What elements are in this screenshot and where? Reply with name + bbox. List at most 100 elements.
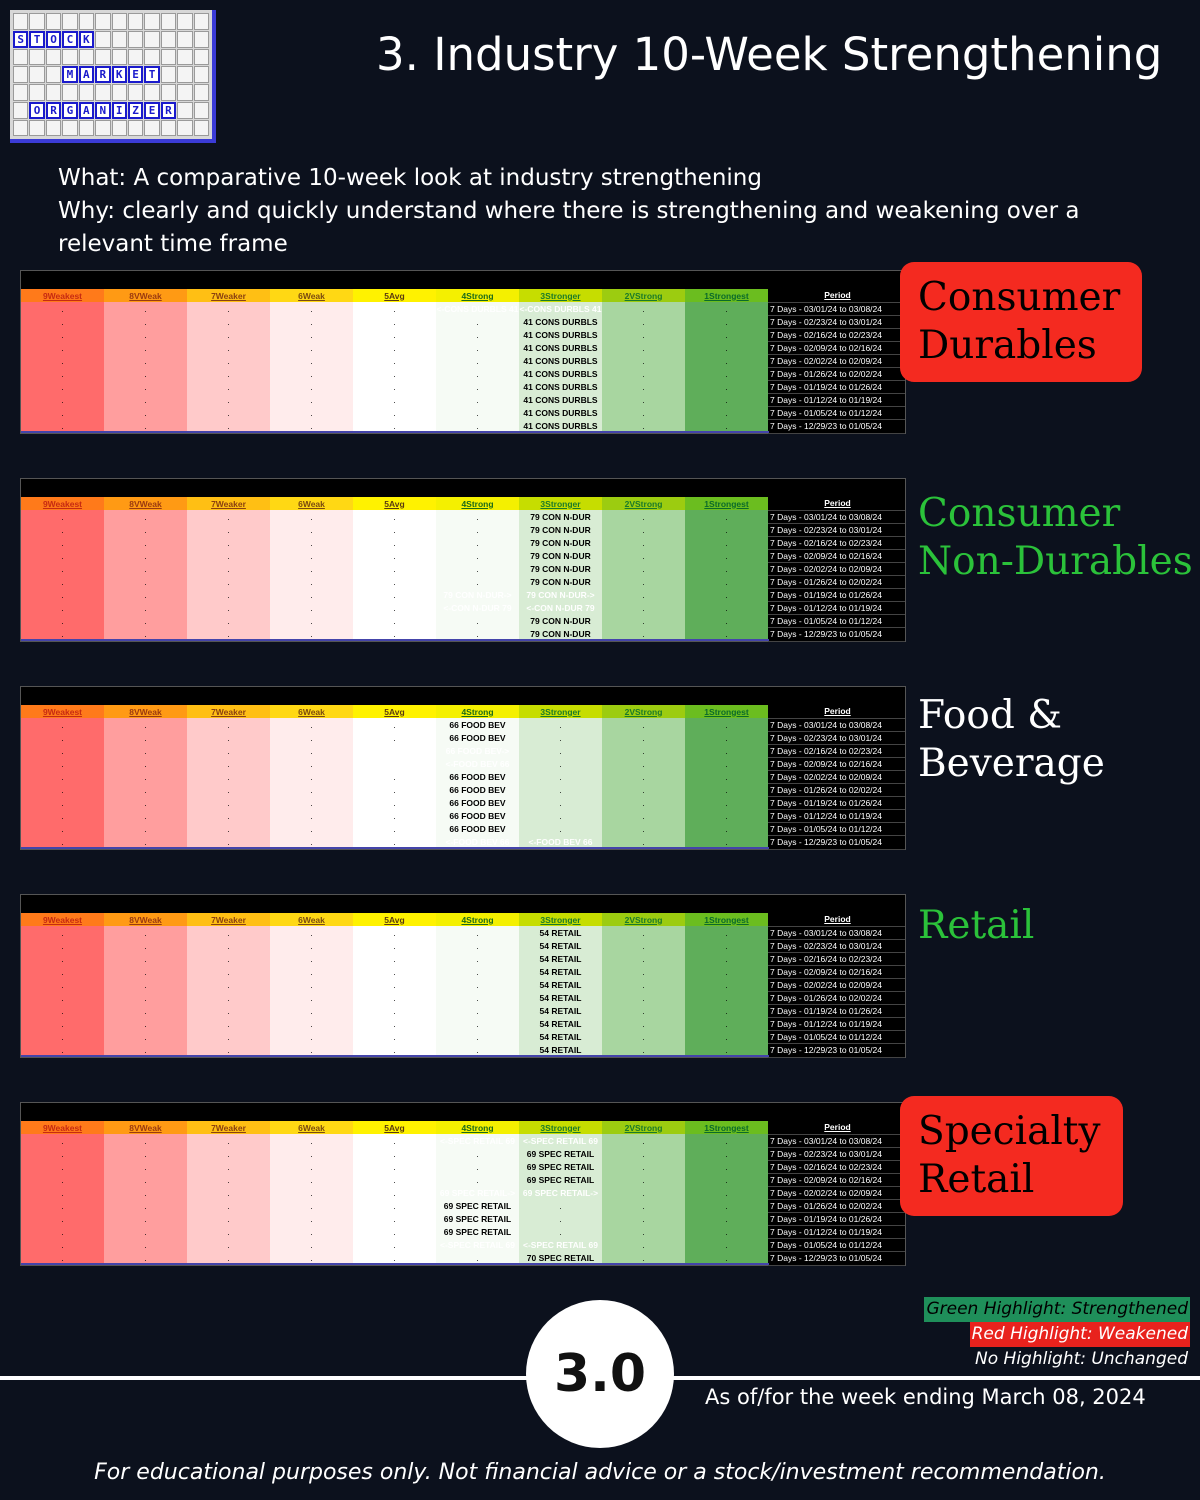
empty-cell: .	[104, 419, 187, 434]
table-row: ..... 66 FOOD BEV... 7 Days - 01/19/24 to …	[21, 796, 905, 811]
industry-table: 9Weakest 8VWeak 7Weaker 6Weak 5Avg 4Strong 3St…	[20, 478, 906, 642]
empty-cell: .	[685, 783, 768, 797]
logo-cell	[95, 13, 111, 30]
empty-cell: .	[21, 393, 104, 407]
industry-cell: 69 SPEC RETAIL->	[519, 1186, 602, 1200]
empty-cell: .	[187, 1173, 270, 1187]
period-cell: 7 Days - 01/26/24 to 02/02/24	[768, 991, 905, 1006]
empty-cell: .	[353, 965, 436, 979]
column-header: 7Weaker	[187, 705, 270, 719]
empty-cell: .	[685, 341, 768, 355]
empty-cell: .	[270, 1134, 353, 1148]
empty-cell: .	[602, 627, 685, 642]
logo-cell: T	[144, 66, 160, 83]
period-cell: 7 Days - 02/16/24 to 02/23/24	[768, 952, 905, 966]
empty-cell: .	[685, 1212, 768, 1226]
empty-cell: .	[353, 835, 436, 850]
logo-cell	[193, 101, 209, 119]
column-header: 3Stronger	[519, 913, 602, 927]
logo-cell	[193, 30, 209, 48]
industry-cell: 79 CON N-DUR	[519, 614, 602, 628]
logo-cell	[62, 84, 78, 101]
table-row: ..... <-CON N-DUR 79 <-CON N-DUR 79.. 7 Day…	[21, 601, 905, 616]
intro-what: What: A comparative 10-week look at indu…	[58, 165, 762, 191]
empty-cell: .	[104, 1173, 187, 1187]
empty-cell: .	[270, 1225, 353, 1239]
empty-cell: .	[270, 796, 353, 810]
logo-cell: R	[160, 101, 177, 119]
empty-cell: .	[187, 367, 270, 381]
empty-cell: .	[187, 991, 270, 1005]
empty-cell: .	[21, 601, 104, 615]
empty-cell: .	[602, 1225, 685, 1239]
column-header: 8VWeak	[104, 497, 187, 511]
empty-cell: .	[602, 939, 685, 953]
empty-cell: .	[270, 315, 353, 329]
column-header: 5Avg	[353, 705, 436, 719]
empty-cell: .	[519, 718, 602, 732]
empty-cell: .	[436, 341, 519, 355]
empty-cell: .	[104, 328, 187, 342]
table-row: ..... 66 FOOD BEV... 7 Days - 01/26/24 to …	[21, 783, 905, 798]
empty-cell: .	[21, 835, 104, 850]
empty-cell: .	[353, 523, 436, 537]
empty-cell: .	[685, 835, 768, 850]
industry-cell: <-FOOD BEV 66	[436, 835, 519, 850]
logo-cell: C	[62, 30, 78, 48]
period-cell: 7 Days - 01/26/24 to 02/02/24	[768, 1199, 905, 1214]
logo-cell	[177, 66, 193, 83]
logo-cell	[193, 13, 209, 30]
empty-cell: .	[187, 393, 270, 407]
empty-cell: .	[685, 536, 768, 550]
empty-cell: .	[602, 1134, 685, 1148]
empty-cell: .	[602, 796, 685, 810]
logo-cell	[13, 66, 29, 83]
logo-cell	[62, 119, 78, 136]
period-cell: 7 Days - 02/16/24 to 02/23/24	[768, 536, 905, 550]
industry-cell: 79 CON N-DUR	[519, 523, 602, 537]
empty-cell: .	[187, 1004, 270, 1018]
empty-cell: .	[187, 588, 270, 602]
empty-cell: .	[21, 536, 104, 550]
empty-cell: .	[21, 1147, 104, 1161]
table-row: ..... 66 FOOD BEV... 7 Days - 03/01/24 to …	[21, 718, 905, 732]
empty-cell: .	[21, 1199, 104, 1213]
industry-cell: 79 CON N-DUR	[519, 562, 602, 576]
empty-cell: .	[685, 601, 768, 615]
empty-cell: .	[353, 341, 436, 355]
empty-cell: .	[270, 783, 353, 797]
empty-cell: .	[353, 510, 436, 524]
empty-cell: .	[519, 770, 602, 784]
empty-cell: .	[270, 1043, 353, 1058]
empty-cell: .	[21, 809, 104, 823]
empty-cell: .	[270, 510, 353, 524]
column-header: 2VStrong	[602, 497, 685, 511]
empty-cell: .	[104, 991, 187, 1005]
table-baseline	[21, 1263, 769, 1265]
empty-cell: .	[685, 367, 768, 381]
empty-cell: .	[602, 1147, 685, 1161]
industry-label: Consumer Non-Durables	[918, 490, 1193, 586]
industry-cell: <-FOOD BEV 66	[519, 835, 602, 850]
empty-cell: .	[104, 835, 187, 850]
column-header: 2VStrong	[602, 1121, 685, 1135]
empty-cell: .	[602, 991, 685, 1005]
industry-cell: 66 FOOD BEV->	[353, 744, 436, 758]
empty-cell: .	[353, 1186, 436, 1200]
industry-cell: <-FOOD BEV 66	[436, 757, 519, 771]
empty-cell: .	[104, 965, 187, 979]
empty-cell: .	[353, 809, 436, 823]
logo-cell	[127, 84, 144, 101]
empty-cell: .	[602, 315, 685, 329]
empty-cell: .	[353, 991, 436, 1005]
industry-label-line: Beverage	[918, 741, 1105, 786]
empty-cell: .	[270, 926, 353, 940]
period-cell: 7 Days - 02/09/24 to 02/16/24	[768, 1173, 905, 1187]
legend-red: Red Highlight: Weakened	[969, 1322, 1190, 1347]
empty-cell: .	[519, 822, 602, 836]
empty-cell: .	[685, 822, 768, 836]
empty-cell: .	[353, 1173, 436, 1187]
empty-cell: .	[353, 1212, 436, 1226]
industry-cell: <-SPEC RETAIL 69	[519, 1134, 602, 1148]
period-cell: 7 Days - 02/02/24 to 02/09/24	[768, 978, 905, 993]
